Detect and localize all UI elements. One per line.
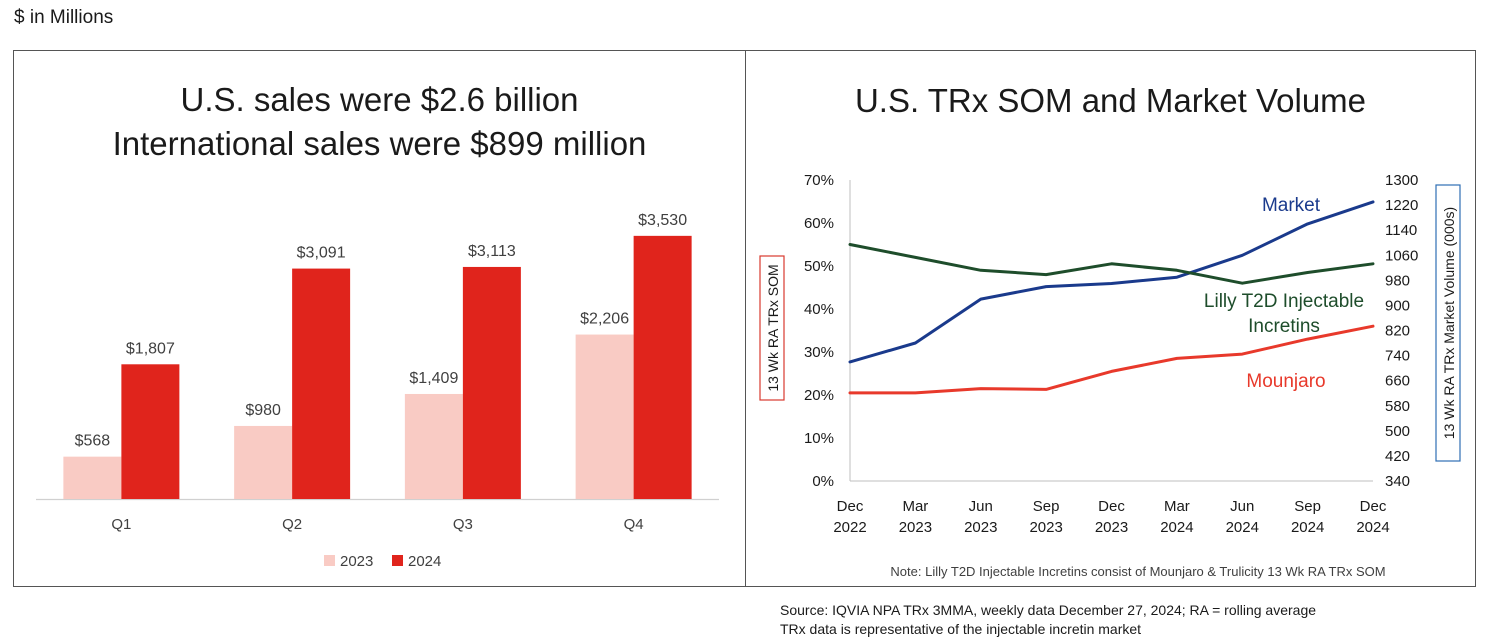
y-tick-label: 70%: [804, 172, 834, 189]
units-label: $ in Millions: [14, 7, 114, 28]
y-axis-title-box: [759, 255, 785, 401]
y2-tick-label: 580: [1385, 398, 1410, 415]
bar-2024-Q1: [121, 364, 180, 499]
series-label-market: Market: [1262, 195, 1321, 216]
x-tick-year: 2023: [1029, 519, 1062, 536]
series-label-lilly-t2d-injectable-incretins: Lilly T2D Injectable: [1204, 291, 1364, 312]
y2-tick-label: 1220: [1385, 197, 1418, 214]
series-label-mounjaro: Mounjaro: [1246, 371, 1325, 392]
legend-swatch-2023: [324, 555, 335, 566]
y-tick-label: 30%: [804, 344, 834, 361]
series-line-market: [848, 200, 1375, 364]
x-tick-month: Sep: [1294, 498, 1321, 515]
x-tick-year: 2024: [1160, 519, 1193, 536]
bar-2023-Q4: [575, 334, 634, 499]
y-axis-title: 13 Wk RA TRx SOM: [759, 255, 785, 401]
x-tick-Q2: Q2: [282, 516, 302, 533]
x-tick-Q3: Q3: [453, 516, 473, 533]
legend-swatch-2024: [392, 555, 403, 566]
som-title: U.S. TRx SOM and Market Volume: [854, 82, 1367, 119]
x-tick-year: 2024: [1291, 519, 1324, 536]
legend-label-2024: 2024: [408, 553, 441, 570]
y2-tick-label: 740: [1385, 348, 1410, 365]
bar-2024-Q4: [633, 235, 692, 499]
sales-title-line1: U.S. sales were $2.6 billion: [180, 81, 579, 118]
x-tick-year: 2024: [1226, 519, 1259, 536]
x-tick-year: 2024: [1356, 519, 1389, 536]
y2-tick-label: 340: [1385, 473, 1410, 490]
x-tick-month: Jun: [1230, 498, 1254, 515]
y2-tick-label: 660: [1385, 373, 1410, 390]
y2-tick-label: 420: [1385, 448, 1410, 465]
y2-tick-label: 900: [1385, 297, 1410, 314]
source-note: Source: IQVIA NPA TRx 3MMA, weekly data …: [780, 601, 1316, 639]
y-tick-label: 0%: [812, 473, 834, 490]
y2-axis-title-text: 13 Wk RA TRx Market Volume (000s): [1441, 207, 1457, 439]
x-tick-year: 2023: [1095, 519, 1128, 536]
y2-tick-label: 820: [1385, 323, 1410, 340]
bar-2023-Q3: [404, 393, 463, 499]
us-sales-panel: U.S. sales were $2.6 billion Internation…: [13, 50, 746, 587]
sales-title-line2: International sales were $899 million: [112, 125, 647, 162]
bar-label-2023-Q3: $1,409: [409, 370, 458, 387]
x-tick-Q1: Q1: [111, 516, 131, 533]
y-tick-label: 20%: [804, 387, 834, 404]
y2-tick-label: 1140: [1385, 222, 1417, 239]
y-tick-label: 50%: [804, 258, 834, 275]
y2-tick-label: 980: [1385, 272, 1410, 289]
source-line1: Source: IQVIA NPA TRx 3MMA, weekly data …: [780, 602, 1317, 618]
x-tick-month: Sep: [1033, 498, 1060, 515]
sales-title: U.S. sales were $2.6 billion Internation…: [14, 78, 745, 166]
bar-label-2024-Q4: $3,530: [638, 212, 687, 229]
bar-label-2023-Q4: $2,206: [580, 311, 629, 328]
bar-2023-Q1: [63, 456, 122, 499]
x-tick-Q4: Q4: [624, 516, 644, 533]
x-tick-month: Mar: [902, 498, 928, 515]
y2-axis-title: 13 Wk RA TRx Market Volume (000s): [1435, 184, 1461, 462]
y-axis-title-text: 13 Wk RA TRx SOM: [765, 264, 781, 391]
bar-2024-Q3: [462, 266, 521, 499]
y2-axis-title-box: [1435, 184, 1461, 462]
series-line-lilly-t2d-injectable-incretins: [848, 243, 1375, 285]
x-tick-year: 2023: [964, 519, 997, 536]
trx-som-panel: U.S. TRx SOM and Market Volume 0% 10% 20% 3…: [745, 50, 1476, 587]
x-tick-month: Dec: [1098, 498, 1125, 515]
som-line-chart: 0% 10% 20% 30% 40% 50% 60% 70% 340 420 500 580 660 74…: [759, 172, 1461, 579]
bar-label-2024-Q3: $3,113: [468, 243, 516, 260]
y-tick-label: 60%: [804, 215, 834, 232]
x-tick-month: Mar: [1164, 498, 1190, 515]
series-label-lilly-t2d-injectable-incretins: Incretins: [1248, 316, 1320, 337]
bar-label-2023-Q1: $568: [75, 433, 111, 450]
y2-tick-label: 1300: [1385, 172, 1418, 189]
bar-2024-Q2: [292, 268, 351, 499]
legend-label-2023: 2023: [340, 553, 373, 570]
y2-tick-label: 1060: [1385, 247, 1418, 264]
x-tick-month: Jun: [969, 498, 993, 515]
x-tick-month: Dec: [837, 498, 864, 515]
source-line2: TRx data is representative of the inject…: [780, 621, 1142, 637]
y2-tick-label: 500: [1385, 423, 1410, 440]
y-tick-label: 40%: [804, 301, 834, 318]
bar-label-2024-Q2: $3,091: [297, 245, 346, 262]
sales-bar-chart: $568 $1,807 Q1 $980 $3,091 Q2 $1,409 $3,113 Q3 $2…: [36, 212, 719, 570]
footnote: Note: Lilly T2D Injectable Incretins con…: [890, 564, 1385, 579]
x-tick-year: 2022: [833, 519, 866, 536]
bar-label-2023-Q2: $980: [245, 402, 281, 419]
bar-label-2024-Q1: $1,807: [126, 340, 175, 357]
y-tick-label: 10%: [804, 430, 834, 447]
x-tick-year: 2023: [899, 519, 932, 536]
x-tick-month: Dec: [1360, 498, 1387, 515]
bar-2023-Q2: [234, 425, 293, 499]
series-line-mounjaro: [848, 324, 1375, 395]
